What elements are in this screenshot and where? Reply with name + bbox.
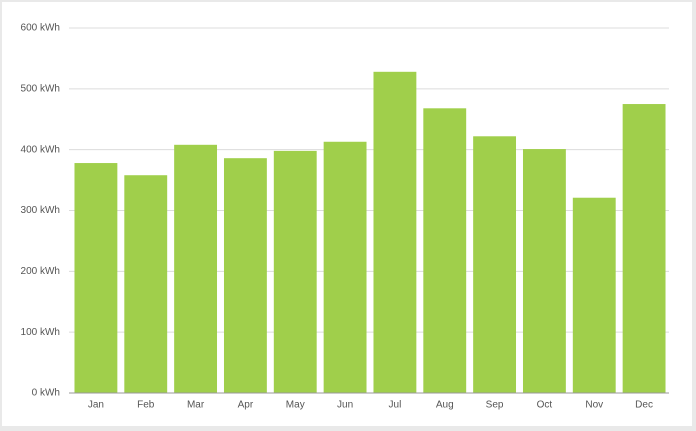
x-tick-label: Aug bbox=[436, 400, 454, 411]
bar bbox=[323, 141, 367, 393]
x-tick-label: Nov bbox=[585, 400, 603, 411]
x-tick-label: Feb bbox=[137, 400, 155, 411]
x-tick-label: Apr bbox=[238, 400, 254, 411]
y-tick-label: 100 kWh bbox=[21, 327, 60, 338]
x-tick-label: Sep bbox=[486, 400, 504, 411]
bar bbox=[373, 71, 417, 394]
y-tick-label: 200 kWh bbox=[21, 266, 60, 277]
bar bbox=[423, 108, 467, 394]
y-tick-label: 400 kWh bbox=[21, 144, 60, 155]
x-tick-label: Jun bbox=[337, 400, 353, 411]
x-tick-label: Dec bbox=[635, 400, 653, 411]
bar bbox=[273, 150, 317, 393]
bar bbox=[473, 136, 517, 394]
y-tick-label: 600 kWh bbox=[21, 23, 60, 34]
bar bbox=[622, 104, 666, 394]
y-tick-label: 300 kWh bbox=[21, 205, 60, 216]
y-tick-label: 500 kWh bbox=[21, 83, 60, 94]
y-tick-label: 0 kWh bbox=[32, 388, 60, 399]
bar bbox=[124, 175, 168, 393]
x-tick-label: Mar bbox=[187, 400, 205, 411]
x-tick-label: Jul bbox=[389, 400, 402, 411]
bar bbox=[74, 163, 118, 393]
bar bbox=[522, 149, 566, 393]
x-tick-label: May bbox=[286, 400, 305, 411]
x-tick-label: Jan bbox=[88, 400, 104, 411]
bar bbox=[223, 158, 267, 393]
bar bbox=[174, 144, 218, 393]
x-tick-label: Oct bbox=[537, 400, 553, 411]
bar bbox=[572, 197, 616, 393]
